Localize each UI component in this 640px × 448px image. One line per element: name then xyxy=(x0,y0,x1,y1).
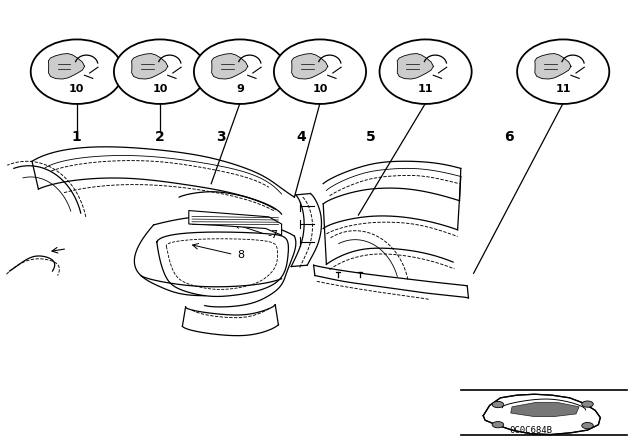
Text: 4: 4 xyxy=(296,129,306,144)
Ellipse shape xyxy=(492,422,504,428)
Text: 10: 10 xyxy=(69,84,84,95)
Circle shape xyxy=(194,39,286,104)
Polygon shape xyxy=(292,54,328,79)
Text: 6: 6 xyxy=(504,129,514,144)
Text: 10: 10 xyxy=(152,84,168,95)
Polygon shape xyxy=(49,54,84,79)
Ellipse shape xyxy=(582,422,593,429)
Text: 3: 3 xyxy=(216,129,226,144)
Text: 10: 10 xyxy=(312,84,328,95)
Circle shape xyxy=(31,39,123,104)
Text: 5: 5 xyxy=(366,129,376,144)
Polygon shape xyxy=(535,54,571,79)
Text: 8: 8 xyxy=(237,250,244,260)
Text: 11: 11 xyxy=(418,84,433,95)
Ellipse shape xyxy=(582,401,593,407)
Polygon shape xyxy=(483,394,600,435)
Circle shape xyxy=(114,39,206,104)
Polygon shape xyxy=(397,54,433,79)
Circle shape xyxy=(274,39,366,104)
Circle shape xyxy=(517,39,609,104)
Text: 11: 11 xyxy=(556,84,571,95)
Polygon shape xyxy=(212,54,248,79)
Text: 1: 1 xyxy=(72,129,82,144)
Text: 2: 2 xyxy=(155,129,165,144)
Ellipse shape xyxy=(492,401,504,408)
Text: -7: -7 xyxy=(268,230,278,240)
Circle shape xyxy=(380,39,472,104)
Text: 9: 9 xyxy=(236,84,244,95)
Polygon shape xyxy=(189,211,282,235)
Polygon shape xyxy=(511,402,579,417)
Text: 0C0C684B: 0C0C684B xyxy=(509,426,553,435)
Polygon shape xyxy=(132,54,168,79)
